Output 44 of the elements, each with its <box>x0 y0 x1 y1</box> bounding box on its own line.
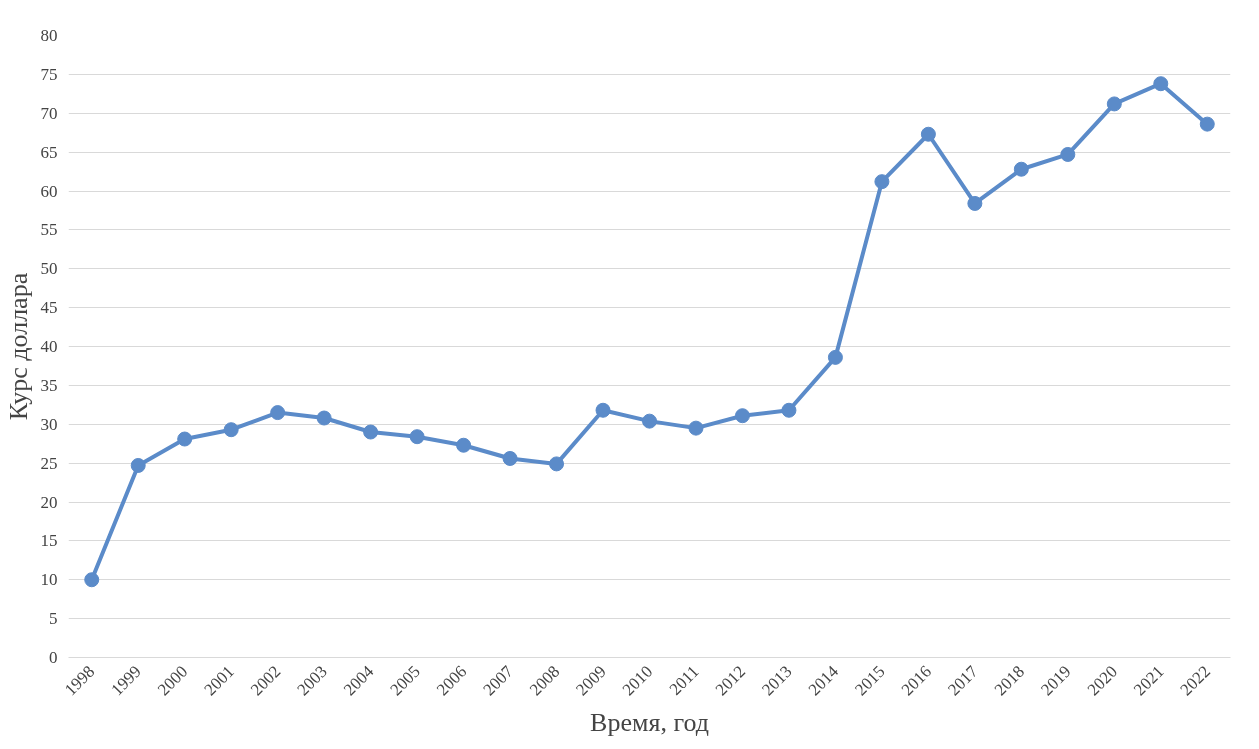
point <box>874 174 890 190</box>
x-axis-title: Время, год <box>590 708 709 738</box>
point <box>827 349 843 365</box>
point <box>688 420 704 436</box>
point <box>363 424 379 440</box>
point <box>1153 76 1169 92</box>
point <box>1013 161 1029 177</box>
y-tick-label: 50 <box>40 259 58 279</box>
point <box>549 456 565 472</box>
y-tick-label: 80 <box>40 26 58 45</box>
point <box>1106 96 1122 112</box>
y-tick-label: 55 <box>40 220 58 240</box>
point <box>409 429 425 445</box>
y-tick-label: 40 <box>40 337 58 356</box>
y-tick-label: 15 <box>40 531 58 551</box>
point <box>595 402 611 418</box>
y-tick-label: 10 <box>40 570 58 590</box>
y-tick-label: 30 <box>40 414 58 434</box>
y-tick-label: 5 <box>49 609 58 629</box>
point <box>1060 146 1076 162</box>
y-tick-label: 65 <box>40 142 58 162</box>
y-tick-label: 70 <box>40 103 58 123</box>
point <box>130 457 146 473</box>
point <box>1199 116 1215 132</box>
point <box>456 437 472 453</box>
point <box>316 410 332 426</box>
point <box>642 413 657 429</box>
point <box>502 450 518 466</box>
y-tick-label: 35 <box>40 375 58 395</box>
y-tick-label: 45 <box>40 298 58 318</box>
point <box>967 195 983 211</box>
point <box>781 402 797 418</box>
point <box>734 408 750 424</box>
point <box>84 572 100 588</box>
y-tick-label: 25 <box>40 453 58 473</box>
y-tick-label: 0 <box>49 648 58 667</box>
point <box>270 405 286 421</box>
point <box>223 422 239 438</box>
point <box>177 431 193 447</box>
y-axis-title: Курс доллара <box>3 272 33 421</box>
y-tick-label: 60 <box>40 181 58 201</box>
y-tick-label: 75 <box>40 64 58 84</box>
y-tick-label: 20 <box>40 492 58 512</box>
point <box>920 126 936 142</box>
